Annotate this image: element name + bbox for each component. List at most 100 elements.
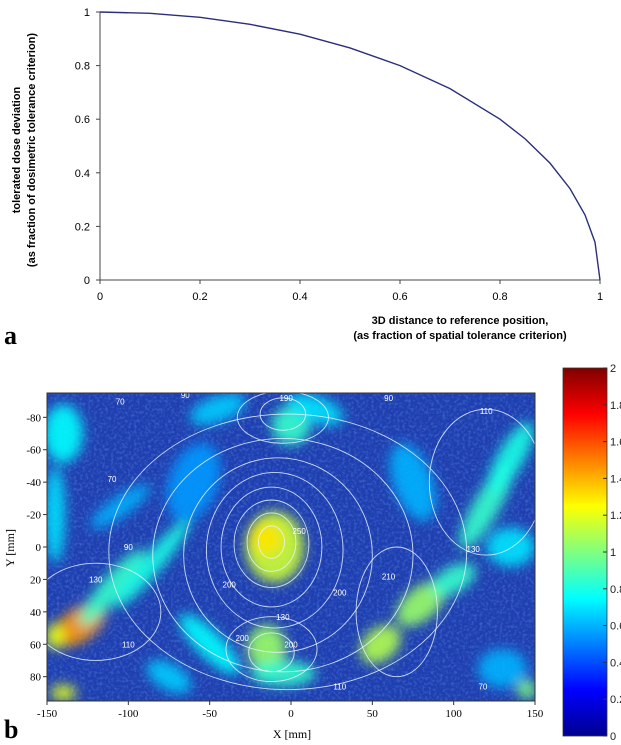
line-chart-x-label-line2: (as fraction of spatial tolerance criter… — [353, 330, 567, 342]
line-chart-series-line — [99, 11, 601, 281]
heatmap-contour-label: 200 — [223, 581, 237, 590]
heatmap-contour-line — [47, 562, 162, 661]
heatmap-hotspot — [250, 660, 316, 687]
heatmap-contour-label: 130 — [467, 545, 481, 554]
line-chart-y-tick-label: 0.8 — [75, 61, 90, 73]
line-chart-y-tick-label: 0.2 — [75, 221, 90, 233]
heatmap-contour-label: 200 — [236, 634, 250, 643]
heatmap-contour-label: 70 — [478, 683, 487, 692]
heatmap-hotspot — [90, 484, 151, 529]
line-chart-plot-frame — [100, 12, 600, 280]
heatmap-x-tick-label: 0 — [288, 708, 294, 720]
heatmap-contour-label: 70 — [108, 475, 117, 484]
colorbar-tick-label: 0 — [610, 731, 616, 743]
heatmap-y-tick-label: 20 — [30, 574, 42, 586]
heatmap-contour-line — [246, 512, 297, 572]
line-chart-x-tick-label: 1 — [597, 291, 603, 303]
heatmap-y-tick-label: 40 — [30, 607, 42, 619]
line-chart-y-tick-label: 0.4 — [75, 168, 90, 180]
heatmap-hotspot — [247, 624, 287, 671]
heatmap-contour-label: 250 — [292, 527, 306, 536]
heatmap-x-tick-label: 150 — [527, 708, 544, 720]
line-chart-x-tick-label: 0.8 — [492, 291, 507, 303]
heatmap-contour-line — [183, 457, 373, 653]
heatmap-x-label: X [mm] — [273, 727, 311, 741]
heatmap-y-tick-label: -20 — [26, 510, 41, 522]
heatmap-x-tick-label: 50 — [367, 708, 379, 720]
heatmap-contour-line — [355, 546, 438, 678]
colorbar-tick-label: 1.4 — [610, 473, 621, 485]
colorbar-tick-label: 0.4 — [610, 657, 621, 669]
heatmap-contour-line — [108, 413, 468, 691]
heatmap-contour-label: 110 — [480, 407, 493, 416]
heatmap-contour-line — [428, 408, 535, 556]
heatmap-contour-line — [259, 397, 307, 431]
heatmap-hotspot — [517, 679, 535, 700]
heatmap-contour-line — [233, 499, 310, 588]
line-chart-y-label-line2: (as fraction of dosimetric tolerance cri… — [26, 33, 38, 267]
colorbar-tick-label: 2 — [610, 363, 616, 375]
colorbar-tick-label: 1 — [610, 547, 616, 559]
heatmap-contour-label: 70 — [116, 397, 125, 406]
line-chart-x-label-line1: 3D distance to reference position, — [372, 315, 549, 327]
colorbar — [562, 367, 608, 737]
heatmap-contour-line — [225, 616, 318, 682]
heatmap-y-tick-label: -40 — [26, 477, 41, 489]
heatmap-contour-line — [248, 632, 295, 673]
line-chart-y-tick-label: 0.6 — [75, 114, 90, 126]
heatmap-hotspot — [478, 649, 527, 689]
heatmap-x-tick-label: -50 — [202, 708, 217, 720]
line-chart-panel-a: 0 0.2 0.4 0.6 0.8 1 0 0.2 0.4 0.6 0.8 1 tolerated … — [4, 7, 603, 350]
heatmap-y-tick-label: -80 — [26, 412, 41, 424]
line-chart-y-tick-label: 1 — [84, 7, 90, 19]
colorbar-tick-label: 0.2 — [610, 694, 621, 706]
heatmap-y-tick-label: -60 — [26, 445, 41, 457]
heatmap-y-tick-label: 0 — [36, 542, 42, 554]
heatmap-plot-area: 70 90 190 90 110 70 90 130 200 250 130 200 210 130 110… — [47, 393, 535, 701]
heatmap-contour-line — [236, 393, 329, 444]
heatmap-hotspot — [50, 684, 77, 701]
heatmap-hotspots — [47, 393, 535, 701]
heatmap-hotspot — [47, 404, 83, 463]
line-chart-y-label-line1: tolerated dose deviation — [11, 86, 23, 213]
heatmap-contour-line — [258, 525, 285, 559]
heatmap-contour-labels: 70 90 190 90 110 70 90 130 200 250 130 200 210 130 110… — [89, 393, 493, 692]
heatmap-contour-label: 90 — [124, 543, 133, 552]
heatmap-hotspot — [47, 623, 65, 650]
heatmap-hotspot — [486, 527, 535, 567]
heatmap-contour-label: 210 — [382, 572, 396, 581]
heatmap-hotspot — [287, 393, 344, 425]
heatmap-hotspot — [79, 549, 145, 626]
heatmap-contour-line — [220, 486, 323, 608]
heatmap-contour-label: 130 — [276, 613, 290, 622]
heatmap-y-label: Y [mm] — [3, 529, 17, 567]
colorbar-tick-label: 1.6 — [610, 437, 621, 449]
heatmap-hotspot — [360, 625, 401, 664]
colorbar-ticks: 0 0.2 0.4 0.6 0.8 1 1.2 1.4 1.6 1.8 2 — [603, 363, 621, 743]
heatmap-contour-label: 190 — [279, 394, 293, 403]
heatmap-hotspot — [166, 443, 221, 522]
heatmap-hotspot — [146, 660, 192, 694]
heatmap-contour-label: 130 — [89, 576, 103, 585]
colorbar-tick-label: 1.8 — [610, 400, 621, 412]
heatmap-x-tick-label: -100 — [118, 708, 139, 720]
heatmap-x-tick-label: 100 — [445, 708, 462, 720]
panel-label-a: a — [4, 321, 17, 350]
heatmap-contour-label: 110 — [333, 683, 346, 692]
heatmap-contour-label: 110 — [122, 641, 135, 650]
heatmap-contour-label: 90 — [384, 394, 393, 403]
heatmap-contour-lines — [47, 393, 535, 691]
heatmap-x-tick-label: -150 — [37, 708, 58, 720]
line-chart-x-tick-label: 0.2 — [192, 291, 207, 303]
line-chart-x-tick-label: 0 — [97, 291, 103, 303]
colorbar-tick-label: 0.8 — [610, 584, 621, 596]
heatmap-y-tick-label: 60 — [30, 639, 42, 651]
colorbar-tick-label: 0.6 — [610, 621, 621, 633]
heatmap-contour-line — [205, 471, 344, 629]
line-chart-x-tick-label: 0.6 — [392, 291, 407, 303]
heatmap-hotspot — [47, 465, 65, 564]
heatmap-contour-label: 200 — [333, 589, 347, 598]
heatmap-y-tick-label: 80 — [30, 672, 42, 684]
